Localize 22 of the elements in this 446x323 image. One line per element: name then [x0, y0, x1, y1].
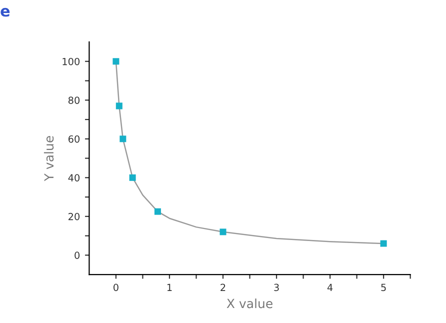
point — [116, 102, 122, 110]
point — [112, 58, 120, 65]
x-axis-title: X value — [226, 298, 272, 308]
point — [380, 240, 387, 247]
y-tick-label: 60 — [68, 135, 80, 143]
y-axis-title: Y value — [44, 136, 54, 182]
y-tick-label: 0 — [74, 252, 80, 259]
x-tick-label: 5 — [381, 284, 386, 292]
text: e — [0, 8, 10, 17]
x-tick-label: 2 — [220, 284, 226, 291]
y-tick-label: 80 — [68, 96, 80, 104]
y-tick-label: 20 — [68, 212, 80, 220]
point — [120, 136, 126, 142]
x-tick-label: 1 — [167, 284, 172, 291]
y-tick-label: 40 — [68, 174, 80, 182]
point — [129, 174, 136, 181]
x-tick-label: 0 — [114, 284, 118, 292]
x-tick-label: 4 — [327, 284, 333, 291]
point — [154, 208, 161, 215]
point — [220, 228, 226, 236]
y-tick-label: 100 — [62, 58, 80, 66]
x-tick-label: 3 — [274, 284, 279, 292]
